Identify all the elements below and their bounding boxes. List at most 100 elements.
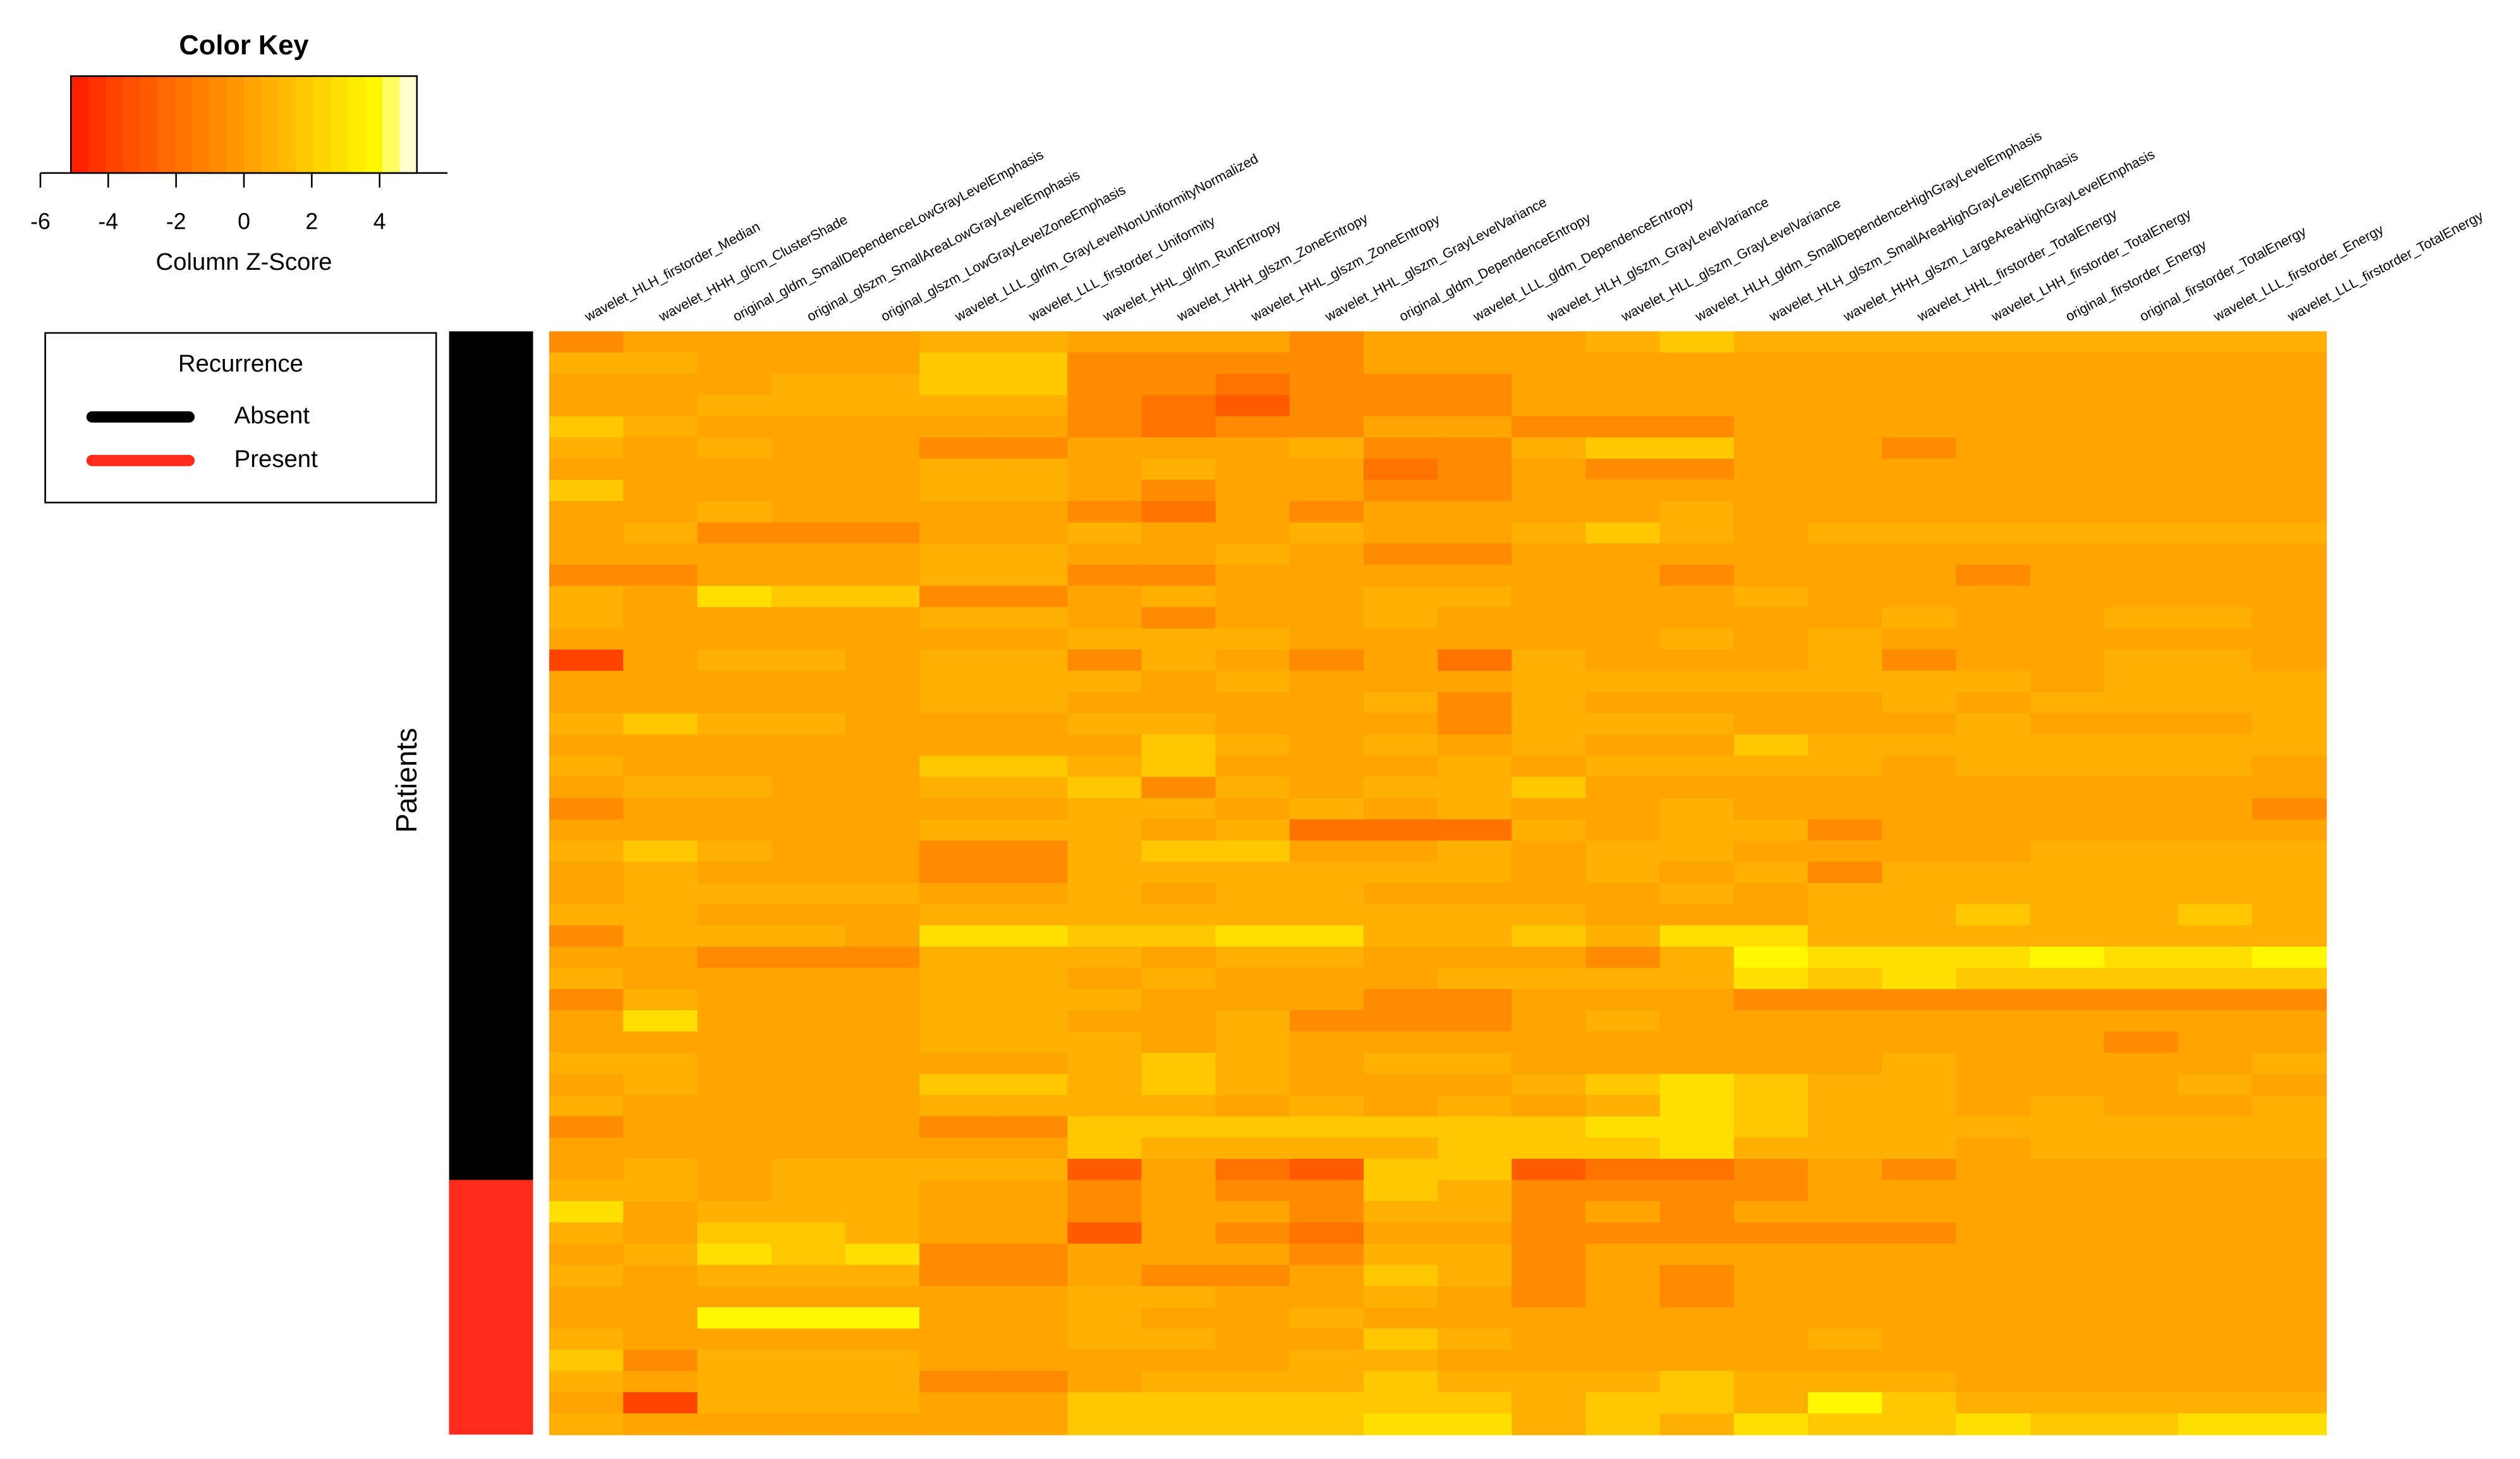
- heatmap-cell: [771, 543, 846, 566]
- heatmap-cell: [1215, 458, 1290, 481]
- heatmap-cell: [1215, 798, 1290, 820]
- heatmap-cell: [1659, 1328, 1735, 1351]
- heatmap-cell: [1733, 670, 1809, 693]
- heatmap-cell: [919, 480, 995, 502]
- heatmap-cell: [1956, 395, 2031, 417]
- heatmap-cell: [549, 734, 624, 756]
- heatmap-cell: [1215, 1371, 1290, 1393]
- heatmap-cell: [697, 331, 772, 353]
- heatmap-cell: [1289, 967, 1365, 990]
- heatmap-cell: [1364, 1371, 1439, 1393]
- heatmap-cell: [1289, 925, 1365, 948]
- heatmap-cell: [1585, 395, 1661, 417]
- heatmap-cell: [1733, 861, 1809, 884]
- heatmap-cell: [2252, 1137, 2327, 1159]
- heatmap-cell: [1659, 755, 1735, 778]
- heatmap-cell: [2178, 777, 2253, 799]
- heatmap-cell: [1882, 628, 1957, 651]
- heatmap-cell: [1364, 500, 1439, 523]
- heatmap-cell: [771, 1413, 846, 1436]
- heatmap-cell: [1438, 861, 1513, 884]
- heatmap-cell: [2178, 458, 2253, 481]
- heatmap-cell: [1289, 1371, 1365, 1393]
- heatmap-cell: [549, 1244, 624, 1266]
- heatmap-cell: [2252, 1244, 2327, 1266]
- heatmap-cell: [1067, 904, 1142, 926]
- heatmap-cell: [1882, 967, 1957, 990]
- heatmap-cell: [2104, 1413, 2179, 1436]
- heatmap-cell: [1733, 734, 1809, 756]
- heatmap-cell: [623, 1371, 698, 1393]
- heatmap-cell: [623, 607, 698, 629]
- heatmap-cell: [1659, 734, 1735, 756]
- heatmap-cell: [2030, 543, 2105, 566]
- heatmap-cell: [1956, 1074, 2031, 1096]
- heatmap-cell: [1289, 1328, 1365, 1351]
- heatmap-cell: [1438, 1244, 1513, 1266]
- heatmap-cell: [1067, 1350, 1142, 1372]
- heatmap-cell: [1733, 416, 1809, 439]
- heatmap-cell: [1659, 861, 1735, 884]
- heatmap-cell: [919, 586, 995, 608]
- heatmap-cell: [845, 352, 921, 375]
- heatmap-cell: [2030, 331, 2105, 353]
- heatmap-cell: [623, 947, 698, 969]
- heatmap-cell: [2104, 1244, 2179, 1266]
- heatmap-cell: [1585, 522, 1661, 545]
- heatmap-cell: [1215, 1052, 1290, 1075]
- heatmap-cell: [1585, 861, 1661, 884]
- heatmap-cell: [993, 947, 1069, 969]
- heatmap-cell: [2178, 904, 2253, 926]
- heatmap-cell: [1585, 458, 1661, 481]
- heatmap-cell: [845, 1031, 921, 1054]
- heatmap-cell: [1882, 861, 1957, 884]
- heatmap-cell: [1141, 840, 1216, 863]
- heatmap-cell: [2252, 331, 2327, 353]
- heatmap-cell: [1511, 883, 1587, 905]
- heatmap-cell: [2252, 480, 2327, 502]
- heatmap-cell: [1511, 670, 1587, 693]
- heatmap-cell: [993, 713, 1069, 736]
- heatmap-cell: [1659, 522, 1735, 545]
- heatmap-cell: [2252, 989, 2327, 1011]
- heatmap-cell: [1808, 1010, 1883, 1032]
- heatmap-cell: [1808, 543, 1883, 566]
- heatmap-cell: [919, 416, 995, 439]
- heatmap-cell: [697, 352, 772, 375]
- heatmap-cell: [1215, 1307, 1290, 1329]
- heatmap-cell: [1733, 1222, 1809, 1245]
- heatmap-cell: [1956, 416, 2031, 439]
- heatmap-cell: [1438, 670, 1513, 693]
- heatmap-cell: [1141, 861, 1216, 884]
- heatmap-cell: [845, 458, 921, 481]
- heatmap-cell: [1956, 543, 2031, 566]
- heatmap-cell: [1364, 1307, 1439, 1329]
- heatmap-cell: [2178, 628, 2253, 651]
- heatmap-cell: [1364, 1158, 1439, 1181]
- heatmap-cell: [845, 713, 921, 736]
- heatmap-cell: [1289, 1031, 1365, 1054]
- heatmap-cell: [1511, 480, 1587, 502]
- heatmap-cell: [919, 798, 995, 820]
- heatmap-cell: [2252, 1074, 2327, 1096]
- heatmap-cell: [845, 819, 921, 842]
- heatmap-cell: [2252, 1095, 2327, 1117]
- heatmap-cell: [2178, 670, 2253, 693]
- heatmap-cell: [919, 543, 995, 566]
- heatmap-cell: [993, 1392, 1069, 1414]
- heatmap-cell: [1067, 755, 1142, 778]
- heatmap-cell: [1956, 989, 2031, 1011]
- heatmap-cell: [2178, 1350, 2253, 1372]
- heatmap-cell: [1956, 458, 2031, 481]
- heatmap-cell: [549, 522, 624, 545]
- heatmap-cell: [845, 1328, 921, 1351]
- heatmap-cell: [1364, 543, 1439, 566]
- heatmap-cell: [1364, 1031, 1439, 1054]
- heatmap-cell: [623, 670, 698, 693]
- heatmap-cell: [1882, 522, 1957, 545]
- heatmap-cell: [623, 1031, 698, 1054]
- heatmap-cell: [1364, 395, 1439, 417]
- heatmap-cell: [2178, 692, 2253, 714]
- heatmap-cell: [771, 373, 846, 396]
- heatmap-cell: [919, 1137, 995, 1159]
